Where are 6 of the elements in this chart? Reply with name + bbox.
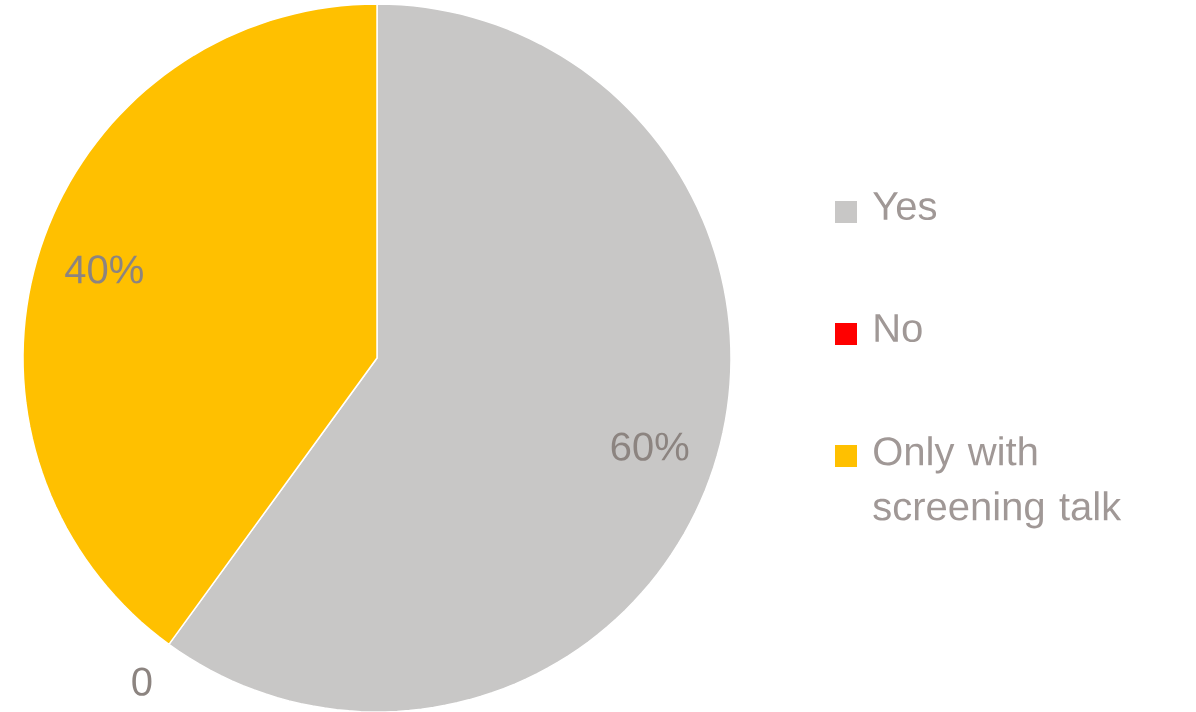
data-label: 60% [611, 432, 689, 461]
legend-label: Only with screening talk [873, 436, 1122, 529]
data-label: 40% [65, 255, 143, 284]
legend-label: No [875, 314, 922, 343]
legend-label: Yes [873, 192, 937, 221]
text: 0 [132, 667, 152, 696]
